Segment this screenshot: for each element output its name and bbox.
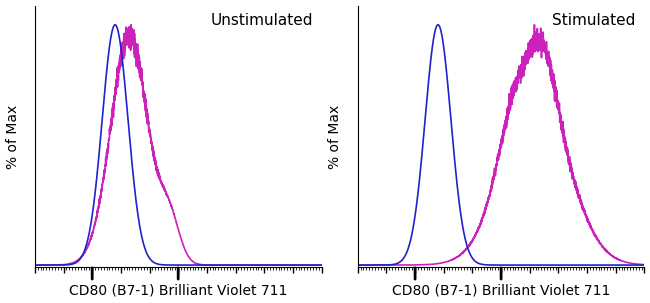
- Y-axis label: % of Max: % of Max: [328, 105, 343, 169]
- X-axis label: CD80 (B7-1) Brilliant Violet 711: CD80 (B7-1) Brilliant Violet 711: [69, 283, 287, 298]
- Y-axis label: % of Max: % of Max: [6, 105, 20, 169]
- X-axis label: CD80 (B7-1) Brilliant Violet 711: CD80 (B7-1) Brilliant Violet 711: [392, 283, 610, 298]
- Text: Unstimulated: Unstimulated: [211, 13, 313, 28]
- Text: Stimulated: Stimulated: [552, 13, 636, 28]
